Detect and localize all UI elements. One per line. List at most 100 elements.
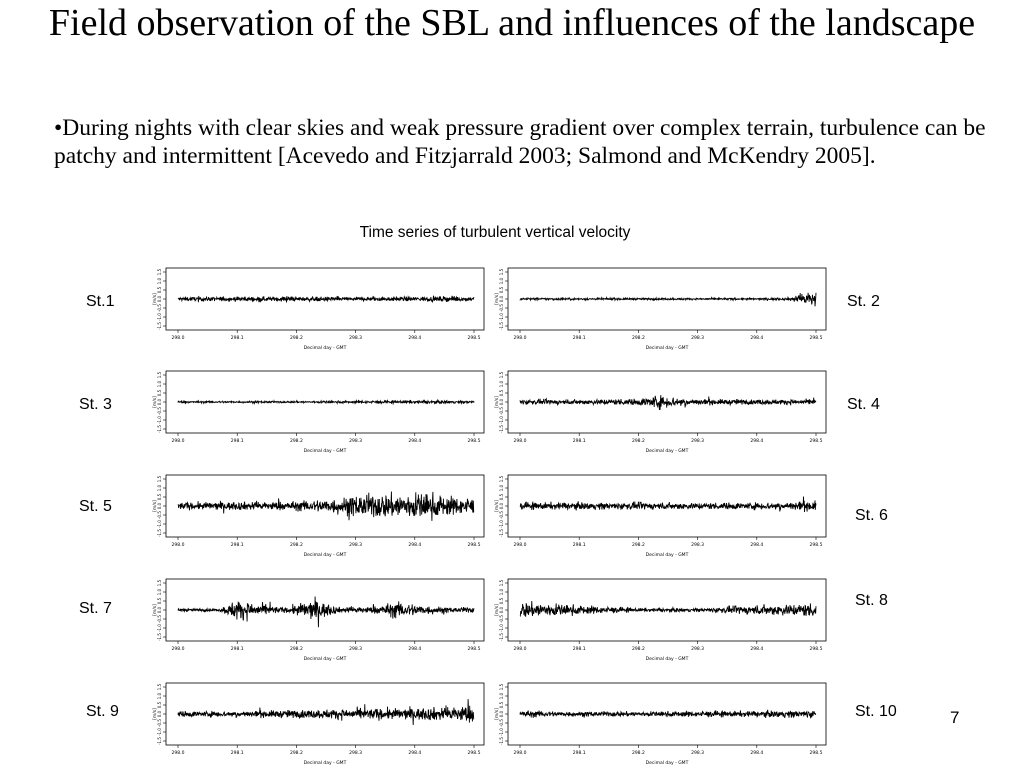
x-tick-label: 298.5: [468, 542, 481, 548]
x-tick-label: 298.2: [632, 438, 645, 444]
x-tick-label: 298.2: [290, 542, 303, 548]
y-tick-label: -1.5: [157, 322, 162, 330]
y-tick-label: -0.5: [499, 304, 504, 312]
chart-panel-1: 1.5 1.0 0.5 0.0 -0.5-1.0-1.5 [m/s] 298.0 298.1 2…: [152, 267, 485, 351]
y-axis-label: [m/s]: [152, 293, 158, 305]
y-tick-label: 0.0: [157, 606, 162, 613]
x-tick-label: 298.3: [349, 438, 362, 444]
y-axis-label: [m/s]: [494, 396, 500, 408]
y-axis-label: [m/s]: [494, 708, 500, 720]
x-tick-label: 298.4: [408, 750, 421, 756]
x-axis-label: Decimal day - GMT: [304, 345, 347, 351]
x-tick-label: 298.5: [810, 438, 823, 444]
series-line-7: [177, 596, 475, 628]
x-axis-label: Decimal day - GMT: [646, 552, 689, 558]
chart-panel-8: 1.5 1.0 0.5 0.0 -0.5-1.0-1.5 [m/s] 298.0 298.1 2…: [494, 578, 827, 662]
x-tick-label: 298.3: [691, 335, 704, 341]
station-label-2: St. 2: [847, 293, 880, 310]
x-tick-label: 298.1: [573, 542, 586, 548]
y-tick-label: 1.5: [157, 371, 162, 378]
station-label-10: St. 10: [855, 703, 897, 720]
x-tick-label: 298.4: [408, 335, 421, 341]
x-tick-label: 298.0: [172, 750, 185, 756]
x-axis-label: Decimal day - GMT: [304, 656, 347, 662]
x-tick-label: 298.0: [172, 646, 185, 652]
x-axis-label: Decimal day - GMT: [646, 760, 689, 766]
x-tick-label: 298.3: [691, 646, 704, 652]
y-tick-label: 1.0: [157, 277, 162, 284]
x-tick-label: 298.5: [810, 542, 823, 548]
y-tick-label: -1.5: [157, 737, 162, 745]
y-tick-label: 0.5: [499, 286, 504, 293]
series-line-5: [177, 491, 475, 521]
y-tick-label: -1.5: [157, 633, 162, 641]
chart-title: Time series of turbulent vertical veloci…: [359, 224, 631, 241]
x-tick-label: 298.2: [632, 335, 645, 341]
y-tick-label: -1.0: [157, 416, 162, 424]
y-tick-label: 0.0: [499, 295, 504, 302]
y-tick-label: -0.5: [157, 407, 162, 415]
y-tick-label: -1.0: [157, 728, 162, 736]
y-tick-label: 1.0: [157, 588, 162, 595]
y-tick-label: 0.5: [499, 493, 504, 500]
series-line-3: [177, 398, 475, 406]
y-tick-label: -1.0: [157, 520, 162, 528]
y-tick-label: 0.0: [157, 502, 162, 509]
x-tick-label: 298.1: [573, 335, 586, 341]
chart-panel-7: 1.5 1.0 0.5 0.0 -0.5-1.0-1.5 [m/s] 298.0 298.1 2…: [152, 578, 485, 662]
y-tick-label: -1.0: [499, 313, 504, 321]
y-tick-label: 1.5: [157, 268, 162, 275]
y-axis-label: [m/s]: [494, 604, 500, 616]
y-tick-label: -0.5: [499, 615, 504, 623]
y-tick-label: 1.0: [499, 484, 504, 491]
x-tick-label: 298.4: [750, 438, 763, 444]
x-tick-label: 298.2: [290, 438, 303, 444]
x-tick-label: 298.1: [231, 542, 244, 548]
y-tick-label: 0.0: [499, 398, 504, 405]
y-tick-label: 1.0: [157, 692, 162, 699]
y-tick-label: -0.5: [499, 719, 504, 727]
y-tick-label: 0.0: [157, 710, 162, 717]
x-tick-label: 298.2: [290, 335, 303, 341]
y-tick-label: 1.0: [157, 484, 162, 491]
x-tick-label: 298.1: [573, 646, 586, 652]
x-tick-label: 298.1: [231, 335, 244, 341]
series-line-10: [519, 709, 817, 719]
x-tick-label: 298.0: [172, 335, 185, 341]
station-label-3: St. 3: [79, 396, 112, 413]
x-axis-label: Decimal day - GMT: [304, 760, 347, 766]
y-tick-label: 1.0: [499, 277, 504, 284]
y-tick-label: 0.5: [499, 597, 504, 604]
y-tick-label: 1.5: [157, 683, 162, 690]
y-tick-label: 0.0: [157, 398, 162, 405]
y-tick-label: 0.0: [157, 295, 162, 302]
y-axis-label: [m/s]: [494, 293, 500, 305]
x-tick-label: 298.5: [810, 335, 823, 341]
x-tick-label: 298.3: [349, 542, 362, 548]
x-tick-label: 298.5: [468, 335, 481, 341]
x-tick-label: 298.4: [408, 646, 421, 652]
y-tick-label: 1.5: [499, 475, 504, 482]
x-tick-label: 298.1: [573, 438, 586, 444]
x-tick-label: 298.2: [632, 542, 645, 548]
y-tick-label: -0.5: [157, 719, 162, 727]
x-tick-label: 298.4: [408, 542, 421, 548]
y-axis-label: [m/s]: [152, 604, 158, 616]
chart-panel-10: 1.5 1.0 0.5 0.0 -0.5-1.0-1.5 [m/s] 298.0 298.1 2…: [494, 682, 827, 766]
station-label-5: St. 5: [79, 498, 112, 515]
x-tick-label: 298.0: [514, 750, 527, 756]
y-tick-label: 0.5: [157, 389, 162, 396]
x-tick-label: 298.5: [468, 750, 481, 756]
series-line-2: [519, 292, 817, 307]
y-tick-label: -0.5: [157, 511, 162, 519]
station-label-6: St. 6: [855, 507, 888, 524]
y-tick-label: 1.5: [499, 371, 504, 378]
x-axis-label: Decimal day - GMT: [304, 448, 347, 454]
station-label-8: St. 8: [855, 592, 888, 609]
y-tick-label: 1.0: [499, 588, 504, 595]
y-tick-label: -0.5: [157, 615, 162, 623]
x-tick-label: 298.0: [172, 542, 185, 548]
chart-panel-9: 1.5 1.0 0.5 0.0 -0.5-1.0-1.5 [m/s] 298.0 298.1 2…: [152, 682, 485, 766]
y-tick-label: -1.0: [499, 728, 504, 736]
series-line-6: [519, 496, 817, 513]
